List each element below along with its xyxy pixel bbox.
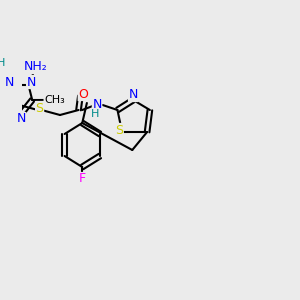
Text: S: S [115,124,123,136]
Text: H: H [91,109,99,119]
Text: NH₂: NH₂ [24,61,48,74]
Text: CH₃: CH₃ [44,95,65,105]
Text: S: S [36,101,43,115]
Text: O: O [78,88,88,100]
Text: N: N [92,98,102,112]
Text: N: N [16,112,26,125]
Text: F: F [79,172,86,185]
Text: N: N [128,88,138,101]
Text: N: N [4,76,14,88]
Text: N: N [27,76,36,88]
Text: H: H [0,58,5,68]
